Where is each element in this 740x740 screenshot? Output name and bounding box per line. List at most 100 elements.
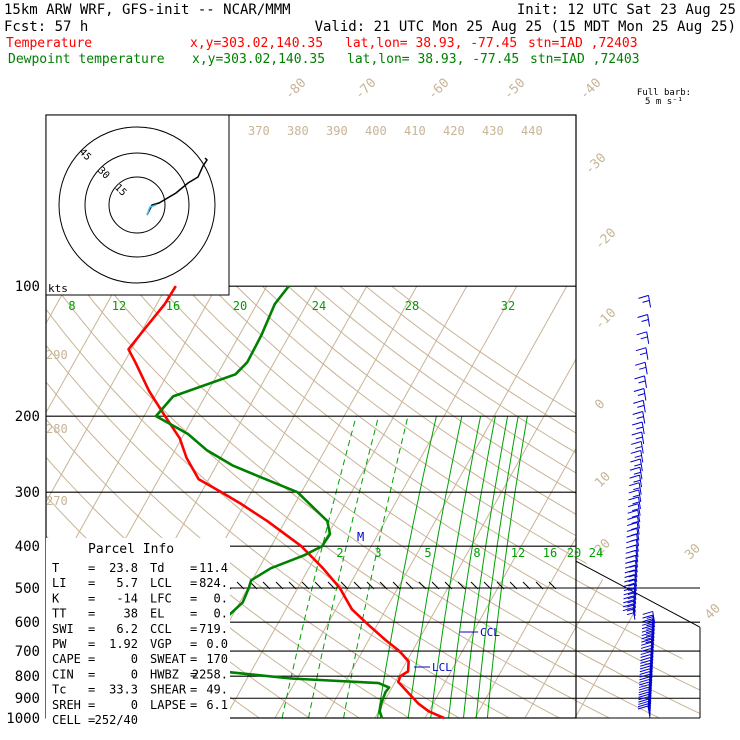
parcel-info-title: Parcel Info [88, 542, 174, 557]
parcel-label: EL [150, 607, 164, 621]
parcel-label: PW [52, 637, 67, 651]
isotherm-label: -80 [282, 76, 309, 103]
wind-barb [635, 555, 639, 568]
dry-adiabat [235, 285, 700, 718]
mixing-ratio-label: 32 [501, 299, 515, 313]
wind-barb [650, 642, 654, 655]
parcel-equals: = [88, 637, 95, 651]
dry-adiabat [80, 285, 679, 718]
isotherm-line [424, 285, 668, 718]
theta-label: 440 [521, 124, 543, 138]
wind-barb [648, 295, 652, 308]
theta-label: 420 [443, 124, 465, 138]
forecast-hour: Fcst: 57 h [4, 19, 88, 35]
dry-adiabat [132, 285, 700, 718]
parcel-value: 0.0 [206, 637, 228, 651]
wind-barb [650, 651, 654, 664]
dewpoint-legend-label: Dewpoint temperature [8, 52, 165, 67]
pressure-tick-label: 400 [15, 539, 40, 555]
parcel-equals: = [190, 683, 197, 697]
wind-barb [648, 686, 652, 700]
isotherm-label: -70 [352, 76, 379, 103]
wind-barb [632, 603, 636, 616]
isotherm-label: -10 [592, 306, 619, 333]
theta-label: 430 [482, 124, 504, 138]
wind-barb [647, 314, 651, 327]
mixing-ratio-label: 20 [233, 299, 247, 313]
parcel-equals: = [88, 698, 95, 712]
pressure-tick-label: 300 [15, 485, 40, 501]
mixing-ratio-label: 24 [312, 299, 326, 313]
parcel-value: 6.1 [206, 698, 228, 712]
parcel-label: CIN [52, 667, 74, 681]
theta-label: 400 [365, 124, 387, 138]
parcel-value: 0 [131, 698, 138, 712]
sounding-profiles [127, 285, 445, 720]
theta-label: 380 [287, 124, 309, 138]
mixing-ratio-line [486, 416, 528, 718]
parcel-info-panel: Parcel Info T = 23.8 Td = 11.4LI = 5.7 LCL = 824.K… [46, 538, 230, 736]
mixing-ratio-line [308, 415, 380, 718]
parcel-label: LI [52, 576, 66, 590]
wind-barb [639, 475, 643, 488]
lcl-label: LCL [432, 661, 452, 674]
mixing-ratio-label: 12 [511, 546, 525, 560]
wind-barb [652, 611, 656, 624]
wind-barb [649, 671, 653, 684]
mixing-ratio-label: 20 [567, 546, 581, 560]
dry-adiabat [46, 285, 425, 718]
isotherm-label: 0 [592, 397, 608, 413]
isotherm-line [46, 285, 118, 718]
mixing-ratio-line [463, 416, 509, 718]
parcel-label: LAPSE [150, 698, 186, 712]
wind-barb [649, 665, 653, 679]
wind-barb [642, 400, 646, 413]
wind-barb [650, 654, 654, 667]
parcel-label: CELL [52, 713, 81, 727]
hodograph-ring [58, 126, 216, 284]
parcel-equals: = [190, 698, 197, 712]
isotherm-label: -60 [425, 76, 452, 103]
dewpoint-station: stn=IAD ,72403 [530, 52, 640, 67]
parcel-equals: = [88, 576, 95, 590]
mixing-ratio-label: 24 [589, 546, 603, 560]
isotherm-label: -30 [582, 151, 609, 178]
mixing-ratio-label: 2 [336, 546, 343, 560]
theta-label: 410 [404, 124, 426, 138]
wind-barb [648, 684, 652, 697]
parcel-label: VGP [150, 637, 172, 651]
wind-barb [632, 607, 636, 620]
isotherm-label: -20 [592, 226, 619, 253]
isotherm-line [224, 285, 468, 718]
theta-label: 270 [46, 494, 68, 508]
theta-label: 280 [46, 422, 68, 436]
mixing-ratio-label: 5 [424, 546, 431, 560]
isotherm-line [324, 285, 568, 718]
isotherm-line [524, 285, 700, 718]
parcel-label: LCL [150, 576, 172, 590]
pressure-tick-label: 800 [15, 669, 40, 685]
wind-barb [643, 388, 647, 401]
mixing-ratio-label: 28 [405, 299, 419, 313]
isotherm-line [574, 285, 700, 718]
wind-barb [644, 362, 648, 375]
pressure-tick-label: 700 [15, 644, 40, 660]
parcel-equals: = [88, 622, 95, 636]
isotherm-line [46, 285, 218, 718]
wind-barb [635, 550, 639, 563]
isotherm-label: -40 [577, 76, 604, 103]
pressure-tick-label: 500 [15, 581, 40, 597]
dewpoint-latlon: lat,lon= 38.93, -77.45 [347, 52, 519, 67]
mixing-ratio-label: 3 [374, 546, 381, 560]
isotherm-label: 40 [702, 601, 724, 623]
hodograph-trace [146, 157, 208, 216]
parcel-label: SWI [52, 622, 74, 636]
hodograph-ring [84, 152, 190, 258]
parcel-label: Tc [52, 683, 66, 697]
parcel-value: 11.4 [199, 561, 228, 575]
parcel-label: K [52, 591, 60, 605]
wind-barb [636, 522, 640, 535]
init-time: Init: 12 UTC Sat 23 Aug 25 [517, 2, 736, 18]
wind-barb [632, 599, 636, 612]
